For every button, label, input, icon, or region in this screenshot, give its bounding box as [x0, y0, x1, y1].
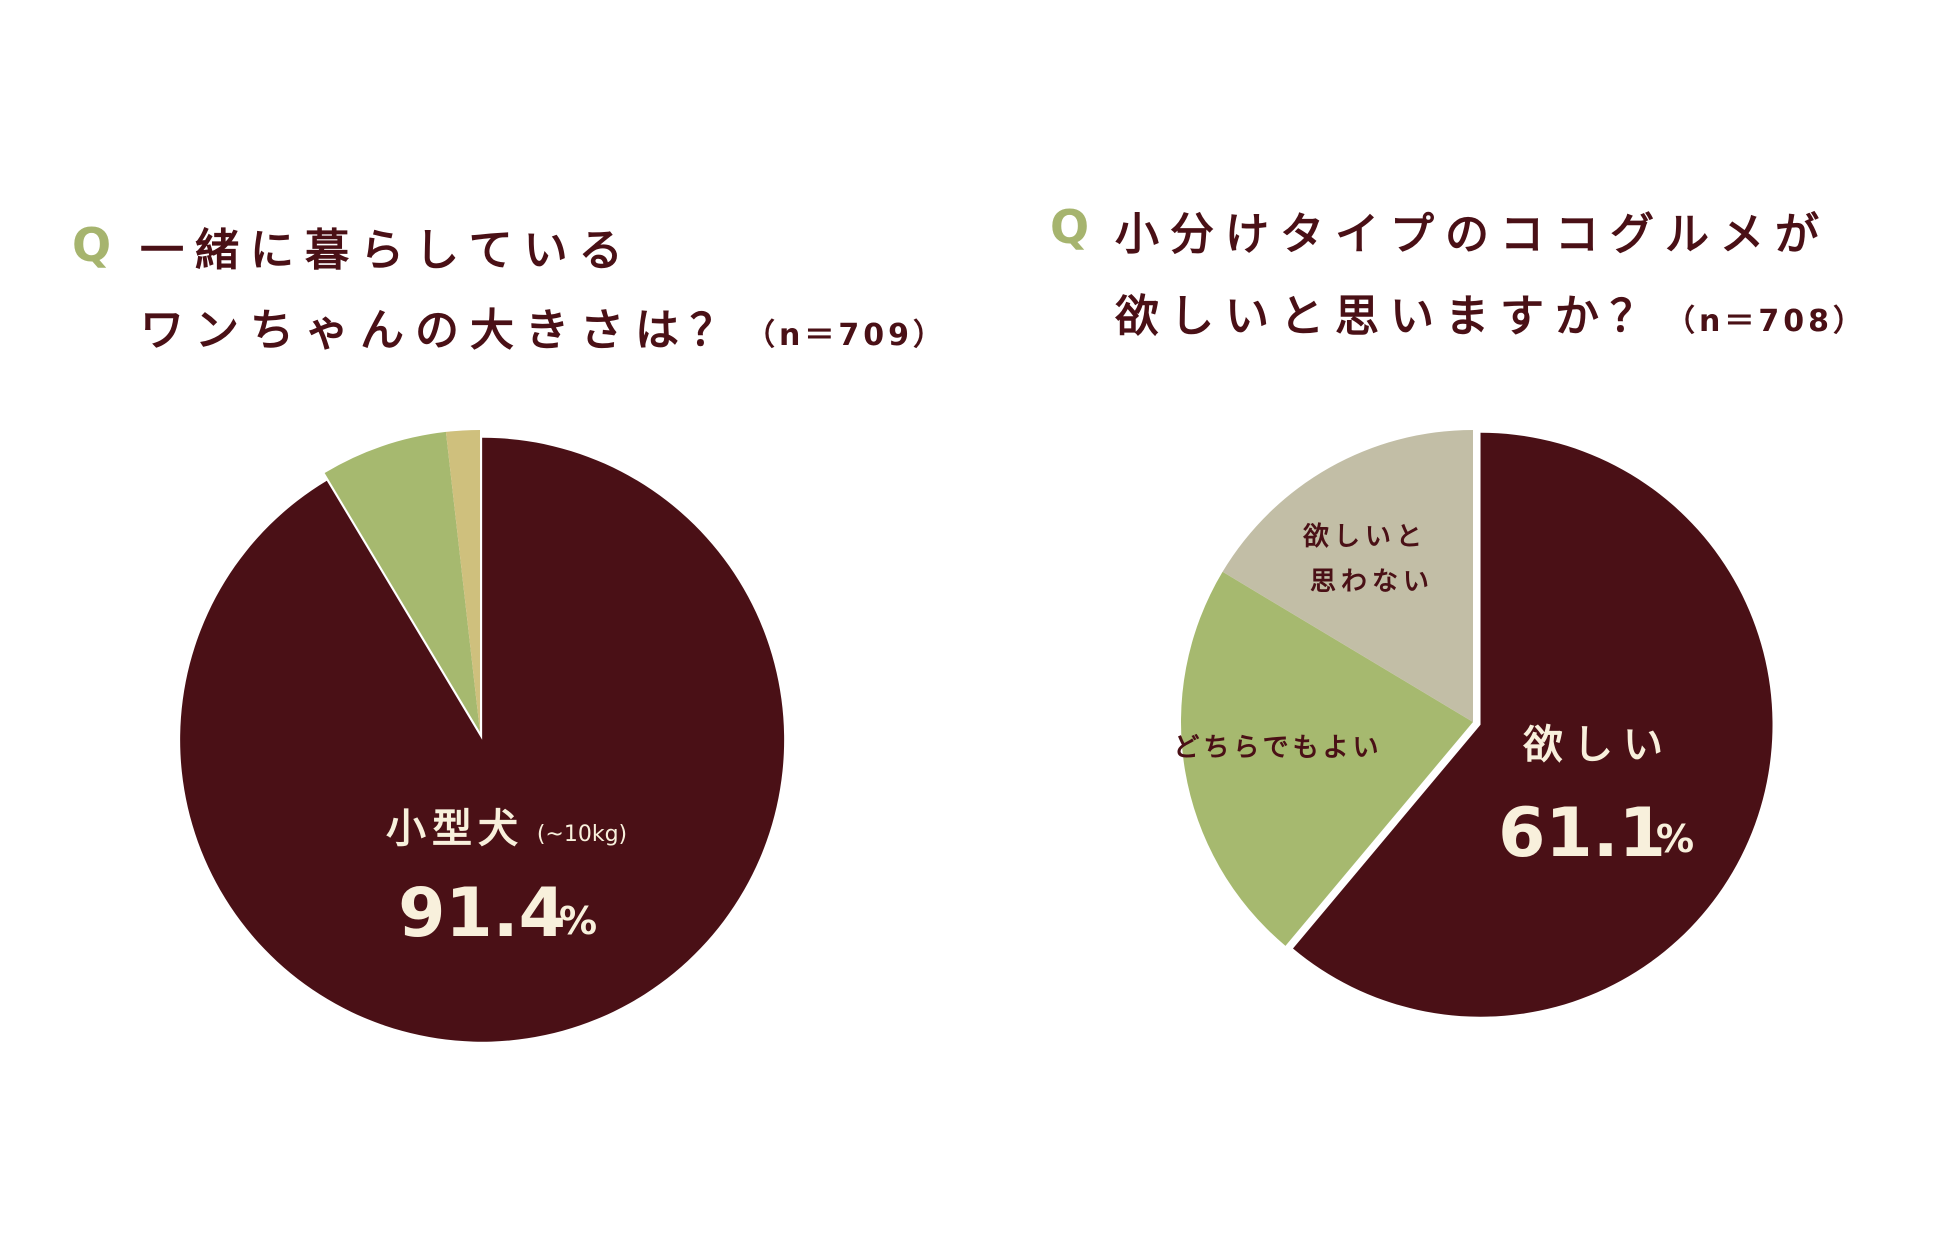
pie-slice-0	[1292, 432, 1773, 1017]
slice-label-either: どちらでもよい	[1173, 733, 1382, 763]
slice-value-small-dog: 91.4	[398, 874, 566, 953]
slice-label-not-want-line-1: 欲しいと	[1302, 522, 1427, 552]
chart-2-title-line-2: 欲しいと思いますか？（n＝708）	[1115, 280, 1867, 344]
slice-label-not-want-line-2: 思わない	[1310, 567, 1434, 597]
slice-label-not-want: 欲しいと 思わない	[1302, 522, 1441, 597]
chart-1-title-line-2: ワンちゃんの大きさは？（n＝709）	[140, 294, 947, 358]
slice-unit-small-dog: %	[559, 899, 597, 943]
slice-unit-want: %	[1656, 817, 1694, 861]
chart-2-sample-size: （n＝708）	[1665, 304, 1867, 339]
chart-1-title-line-1: 一緒に暮らしている	[140, 225, 634, 276]
pie-chart-size	[180, 430, 785, 1042]
pie-slice-2	[1222, 430, 1473, 722]
question-mark-2: Q	[1050, 200, 1090, 254]
pie-chart-want	[1181, 430, 1773, 1017]
chart-2-title-line-1: 小分けタイプのココグルメが	[1115, 209, 1830, 260]
chart-2-title-line-2-text: 欲しいと思いますか？	[1115, 291, 1665, 342]
chart-1-title-line-2-text: ワンちゃんの大きさは？	[140, 305, 745, 356]
pie-slice-0	[180, 437, 785, 1042]
question-mark-1: Q	[72, 218, 112, 272]
pie-slice-1	[324, 431, 480, 732]
slice-value-want: 61.1	[1498, 794, 1666, 873]
slice-label-want: 欲しい	[1522, 722, 1673, 768]
slice-label-small-dog: 小型犬	[386, 806, 524, 852]
pie-slice-2	[445, 430, 480, 732]
chart-1-sample-size: （n＝709）	[745, 318, 947, 353]
pie-slice-1	[1181, 571, 1473, 946]
slice-sublabel-small-dog: (~10kg)	[537, 822, 627, 847]
